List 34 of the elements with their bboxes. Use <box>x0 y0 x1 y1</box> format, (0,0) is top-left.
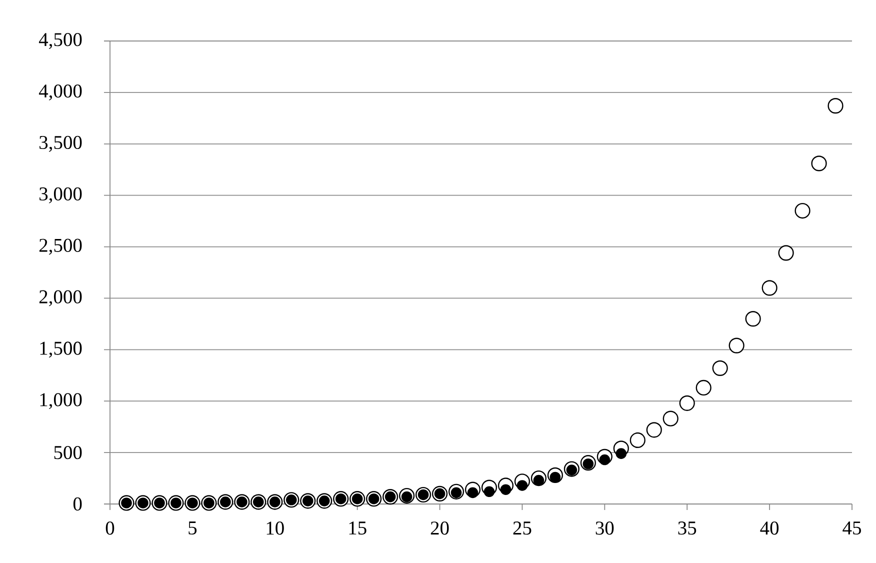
x-tick-label: 20 <box>430 522 449 535</box>
point <box>616 448 627 459</box>
x-tick-label: 5 <box>188 522 197 534</box>
y-tick-label: 3,500 <box>40 136 82 152</box>
point <box>828 98 844 114</box>
x-tick-label: 45 <box>842 522 861 535</box>
x-tick-label: 10 <box>266 522 284 535</box>
y-tick-label: 3,000 <box>40 187 82 204</box>
point <box>745 311 761 327</box>
x-tick-label: 40 <box>760 522 779 535</box>
y-tick-label: 4,500 <box>38 33 82 49</box>
point <box>696 380 712 396</box>
y-tick-label: 4,000 <box>38 84 82 100</box>
point <box>679 395 695 411</box>
x-tick-label: 35 <box>678 522 696 535</box>
point <box>662 410 678 426</box>
point <box>762 280 778 296</box>
point <box>794 202 810 219</box>
x-tick-label: 25 <box>513 522 532 535</box>
x-tick-label: 0 <box>106 522 114 535</box>
y-tick-label: 0 <box>73 497 82 511</box>
point <box>646 422 662 438</box>
y-tick-label: 2,500 <box>39 238 82 255</box>
point <box>712 360 728 376</box>
y-tick-label: 2,000 <box>39 290 82 306</box>
y-tick-label: 500 <box>54 446 82 460</box>
y-tick-label: 1,000 <box>40 393 82 410</box>
point <box>728 338 744 354</box>
point <box>630 432 646 448</box>
y-tick-label: 1,500 <box>40 342 82 358</box>
point <box>811 156 827 172</box>
x-tick-label: 30 <box>596 522 614 535</box>
x-tick-label: 15 <box>349 522 366 535</box>
point <box>778 245 794 261</box>
